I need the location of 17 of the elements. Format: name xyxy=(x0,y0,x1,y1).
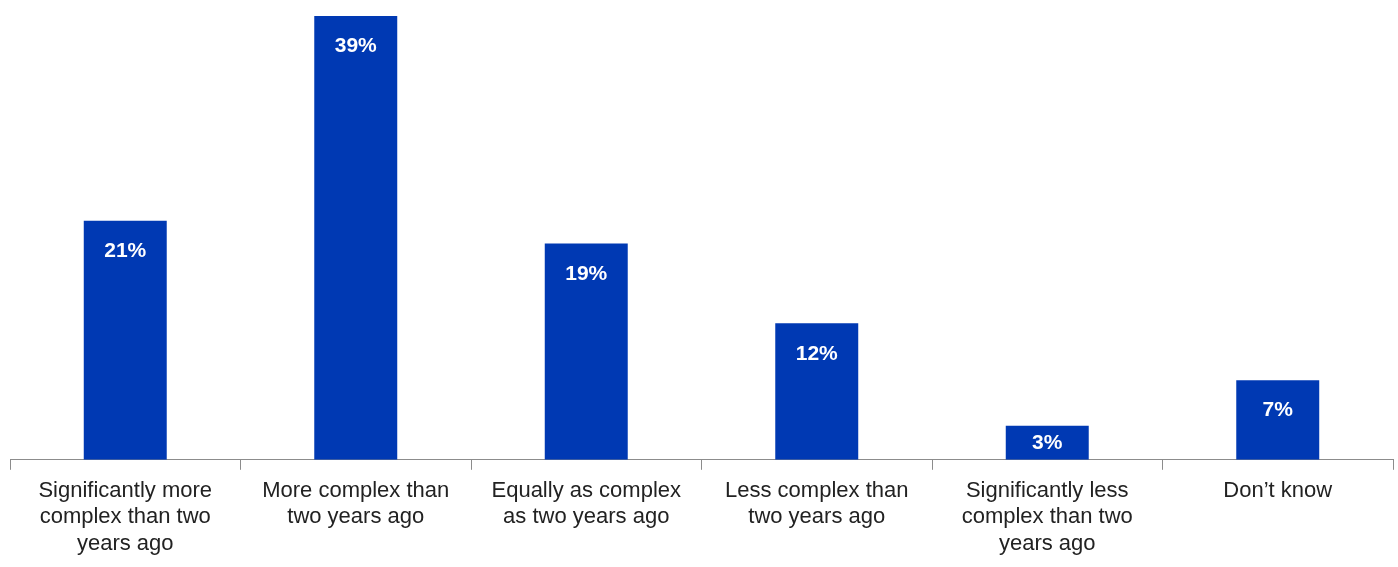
data-label: 19% xyxy=(565,260,608,284)
x-tick-label: Less complex than two years ago xyxy=(725,477,909,529)
bar xyxy=(775,323,859,460)
data-label: 12% xyxy=(795,340,839,364)
bar xyxy=(1236,380,1320,460)
data-label: 7% xyxy=(1262,397,1294,421)
data-label: 39% xyxy=(334,33,378,57)
x-tick-label: Don’t know xyxy=(1223,477,1333,503)
bar xyxy=(544,243,628,460)
x-tick-label: Significantly more complex than two years ago xyxy=(38,477,213,555)
data-label: 21% xyxy=(104,238,147,262)
x-tick-label: More complex than two years ago xyxy=(262,477,450,529)
data-label: 3% xyxy=(1032,429,1063,453)
x-tick-label: Significantly less complex than two years ago xyxy=(961,477,1133,555)
bar xyxy=(83,220,167,460)
bar xyxy=(314,16,398,460)
x-tick-label: Equally as complex as two years ago xyxy=(491,477,682,529)
